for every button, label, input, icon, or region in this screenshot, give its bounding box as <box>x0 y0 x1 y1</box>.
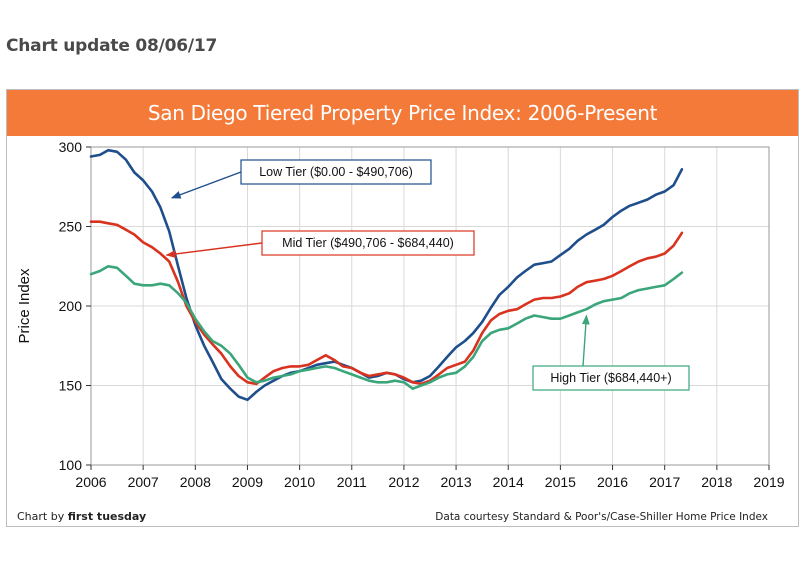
x-tick-label: 2011 <box>337 474 367 490</box>
x-tick-label: 2012 <box>388 474 419 490</box>
y-axis-label: Price Index <box>16 268 33 344</box>
y-tick-label: 100 <box>59 457 83 473</box>
chart-plot: 2006 2007 2008 2009 2010 2011 2012 2013 2014 2015… <box>16 139 785 490</box>
annotation-box-2 <box>532 365 690 391</box>
annotation-label-1: Mid Tier ($490,706 - $684,440) <box>282 236 454 250</box>
chart-credit: Chart by first tuesday <box>17 510 146 523</box>
y-tick-label: 250 <box>59 219 83 235</box>
page-heading: Chart update 08/06/17 <box>6 36 218 56</box>
y-tick-label: 300 <box>59 139 83 155</box>
chart-credit-prefix: Chart by <box>17 510 68 523</box>
annotation-box-1 <box>261 230 475 256</box>
chart-frame: San Diego Tiered Property Price Index: 2… <box>6 89 799 527</box>
y-tick-label: 200 <box>59 298 83 314</box>
x-tick-label: 2019 <box>753 474 784 490</box>
annotation-arrow-0 <box>170 171 242 199</box>
annotation-arrow-2 <box>581 314 590 367</box>
y-tick-label: 150 <box>59 378 83 394</box>
x-tick-label: 2010 <box>284 474 315 490</box>
series-line-0 <box>89 148 684 402</box>
data-source: Data courtesy Standard & Poor's/Case-Shi… <box>435 511 768 523</box>
x-tick-label: 2013 <box>440 474 471 490</box>
x-tick-label: 2018 <box>701 474 732 490</box>
annotation-box-0 <box>240 159 432 185</box>
annotation-arrow-1 <box>165 242 263 258</box>
chart-title: San Diego Tiered Property Price Index: 2… <box>7 90 798 136</box>
x-tick-label: 2007 <box>128 474 159 490</box>
x-tick-label: 2017 <box>649 474 680 490</box>
x-tick-label: 2016 <box>597 474 628 490</box>
annotation-label-2: High Tier ($684,440+) <box>550 371 671 385</box>
x-tick-label: 2009 <box>232 474 263 490</box>
series-line-2 <box>89 265 684 391</box>
chart-credit-name: first tuesday <box>67 510 147 523</box>
series-line-1 <box>89 220 684 386</box>
x-tick-label: 2006 <box>75 474 106 490</box>
x-tick-label: 2008 <box>180 474 211 490</box>
annotation-label-0: Low Tier ($0.00 - $490,706) <box>259 165 413 179</box>
x-tick-label: 2014 <box>493 474 524 490</box>
x-tick-label: 2015 <box>545 474 576 490</box>
